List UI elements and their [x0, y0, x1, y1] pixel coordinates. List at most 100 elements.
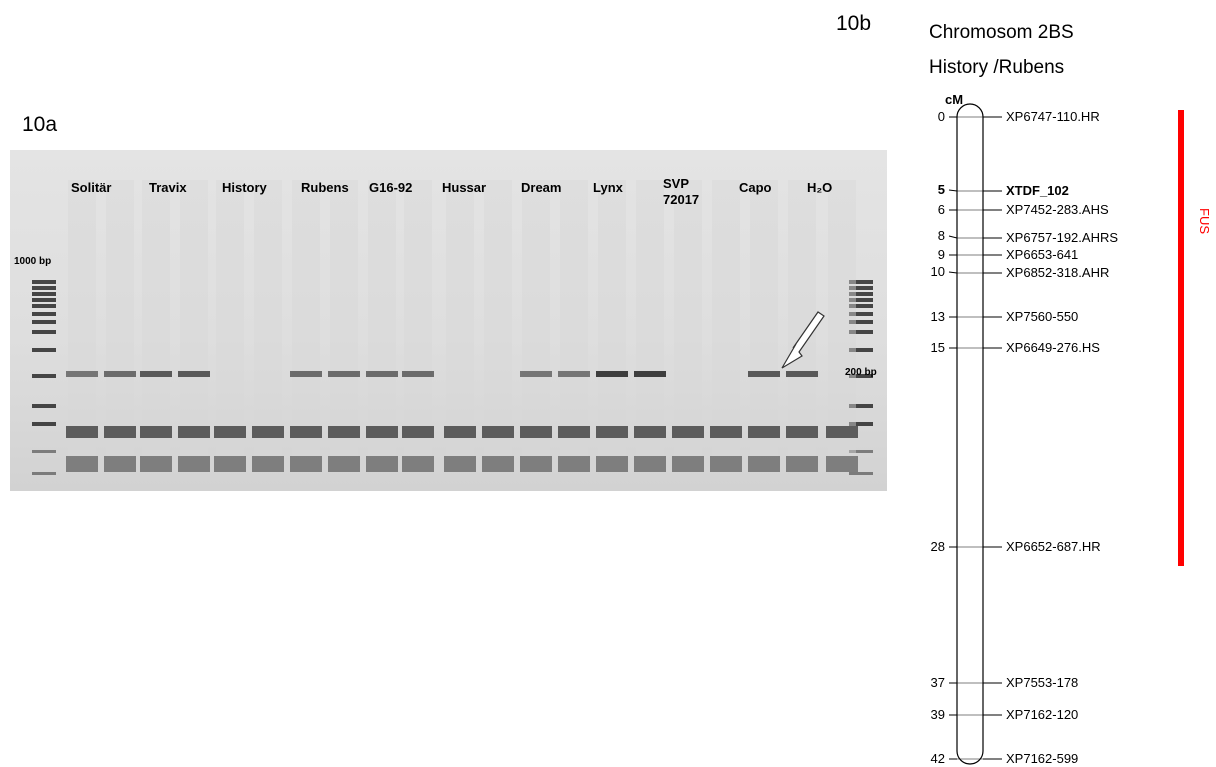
fus-label: FUS	[1197, 208, 1212, 234]
ladder-band	[849, 330, 873, 334]
primer-band	[558, 426, 590, 438]
primer-band	[402, 426, 434, 438]
marker-name: XP6649-276.HS	[1006, 340, 1100, 355]
ladder-band	[32, 312, 56, 316]
primer-band	[786, 426, 818, 438]
panel-a-label: 10a	[22, 113, 58, 136]
marker-name: XP7560-550	[1006, 309, 1079, 324]
lane-label: SVP 72017	[663, 176, 700, 207]
ladder-band	[849, 286, 873, 290]
primer-band	[252, 456, 284, 472]
target-band	[786, 371, 818, 377]
gel-lane	[446, 180, 474, 470]
ladder-band	[849, 472, 873, 475]
primer-band	[710, 426, 742, 438]
primer-band	[596, 456, 628, 472]
gel-lane	[712, 180, 740, 470]
ladder-band	[32, 404, 56, 408]
gel-bands	[32, 180, 873, 475]
primer-band	[826, 426, 858, 438]
target-band	[402, 371, 434, 377]
ladder-band	[32, 374, 56, 378]
marker-name: XP7162-120	[1006, 707, 1079, 722]
ladder-band	[849, 320, 873, 324]
ladder-band	[849, 422, 873, 426]
primer-band	[520, 426, 552, 438]
lane-label: Solitär	[71, 180, 112, 195]
gel-lane	[292, 180, 320, 470]
target-band	[104, 371, 136, 377]
primer-band	[366, 426, 398, 438]
gel-lane	[560, 180, 588, 470]
lane-label: Lynx	[593, 180, 623, 195]
primer-band	[290, 456, 322, 472]
ladder-band	[32, 304, 56, 308]
marker-name: XP6852-318.AHR	[1006, 265, 1110, 280]
ladder-right-label: 200 bp	[845, 367, 877, 378]
target-band	[178, 371, 210, 377]
ladder-band	[849, 312, 873, 316]
cm-position: 5	[937, 182, 945, 197]
primer-band	[826, 456, 858, 472]
lane-label: Capo	[739, 180, 772, 195]
primer-band	[104, 426, 136, 438]
target-band	[558, 371, 590, 377]
primer-band	[104, 456, 136, 472]
lane-label: H₂O	[807, 180, 833, 195]
primer-band	[596, 426, 628, 438]
ladder-band	[849, 304, 873, 308]
primer-band	[140, 456, 172, 472]
primer-band	[672, 456, 704, 472]
primer-band	[328, 456, 360, 472]
target-band	[328, 371, 360, 377]
target-band	[634, 371, 666, 377]
primer-band	[444, 456, 476, 472]
cm-position: 15	[930, 340, 945, 355]
ladder-band	[32, 298, 56, 302]
ladder-band	[849, 450, 873, 453]
primer-band	[214, 456, 246, 472]
target-band	[366, 371, 398, 377]
ladder-band	[849, 292, 873, 296]
primer-band	[672, 426, 704, 438]
primer-band	[66, 426, 98, 438]
gel-lane	[368, 180, 396, 470]
ladder-band	[32, 450, 56, 453]
primer-band	[748, 456, 780, 472]
primer-band	[634, 456, 666, 472]
marker-name: XP6757-192.AHRS	[1006, 230, 1119, 245]
gel-lane	[254, 180, 282, 470]
marker-tick	[948, 235, 958, 239]
ladder-band	[32, 472, 56, 475]
lane-label: Travix	[149, 180, 187, 195]
primer-band	[366, 456, 398, 472]
primer-band	[482, 426, 514, 438]
marker-name: XP6653-641	[1006, 247, 1079, 262]
primer-band	[290, 426, 322, 438]
marker-name: XP7553-178	[1006, 675, 1079, 690]
lane-label: Rubens	[301, 180, 349, 195]
gel-lane	[216, 180, 244, 470]
map-title-chromosome: Chromosom 2BS	[929, 22, 1074, 43]
target-band	[748, 371, 780, 377]
cm-position: 13	[930, 309, 945, 324]
marker-name: XP7452-283.AHS	[1006, 202, 1109, 217]
primer-band	[214, 426, 246, 438]
ladder-band	[32, 330, 56, 334]
gel-lane	[484, 180, 512, 470]
primer-band	[402, 456, 434, 472]
primer-band	[710, 456, 742, 472]
target-band	[66, 371, 98, 377]
ladder-band	[32, 320, 56, 324]
target-band	[290, 371, 322, 377]
gel-lane	[598, 180, 626, 470]
cm-position: 28	[930, 539, 945, 554]
gel-lane	[330, 180, 358, 470]
primer-band	[634, 426, 666, 438]
target-band	[596, 371, 628, 377]
ladder-band	[32, 286, 56, 290]
arrow-icon	[781, 311, 825, 369]
gel-lane	[674, 180, 702, 470]
marker-name: XP7162-599	[1006, 751, 1079, 766]
